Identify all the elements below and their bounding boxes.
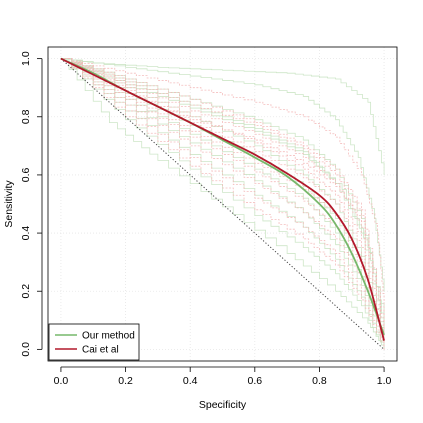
faint-curve-cai bbox=[60, 58, 385, 350]
x-tick-label: 0.6 bbox=[248, 375, 263, 387]
x-tick-label: 0.2 bbox=[118, 375, 133, 387]
y-axis-title: Sensitivity bbox=[3, 180, 15, 228]
faint-curve-cai bbox=[60, 58, 385, 306]
reference-diagonal-line bbox=[60, 58, 385, 350]
y-tick-label: 0.8 bbox=[20, 109, 32, 124]
faint-curve-our-method bbox=[60, 58, 385, 292]
faint-curve-cai bbox=[60, 58, 385, 347]
plot-frame bbox=[47, 46, 398, 362]
x-tick-label: 1.0 bbox=[377, 375, 392, 387]
y-tick-label: 1.0 bbox=[20, 51, 32, 66]
x-axis-title: Specificity bbox=[199, 399, 247, 411]
faint-curve-our-method bbox=[60, 58, 385, 350]
faint-curve-our-method bbox=[60, 58, 385, 350]
y-tick-label: 0.6 bbox=[20, 167, 32, 182]
faint-curve-cai bbox=[60, 58, 385, 330]
faint-curve-cai bbox=[60, 58, 385, 350]
x-tick-label: 0.8 bbox=[312, 375, 327, 387]
y-tick-label: 0.4 bbox=[20, 226, 32, 241]
x-tick-label: 0.0 bbox=[54, 375, 69, 387]
series-line-cai bbox=[60, 57, 385, 341]
faint-curve-cai bbox=[60, 58, 385, 332]
legend-box bbox=[48, 323, 140, 361]
y-tick-label: 0.0 bbox=[20, 342, 32, 357]
legend-label-cai: Cai et al bbox=[82, 345, 119, 356]
legend-label-our-method: Our method bbox=[82, 331, 135, 342]
faint-curve-cai bbox=[60, 58, 385, 350]
y-tick-label: 0.2 bbox=[20, 284, 32, 299]
x-tick-label: 0.4 bbox=[183, 375, 198, 387]
